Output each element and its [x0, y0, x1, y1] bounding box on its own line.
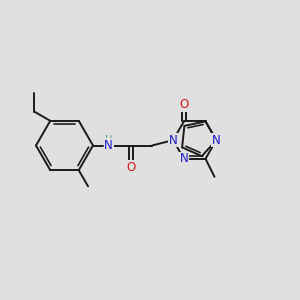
- Text: O: O: [179, 98, 188, 111]
- Text: N: N: [104, 139, 113, 152]
- Text: H: H: [105, 135, 112, 145]
- Text: N: N: [169, 134, 178, 147]
- Text: O: O: [127, 160, 136, 174]
- Text: N: N: [212, 134, 221, 147]
- Text: N: N: [179, 152, 188, 165]
